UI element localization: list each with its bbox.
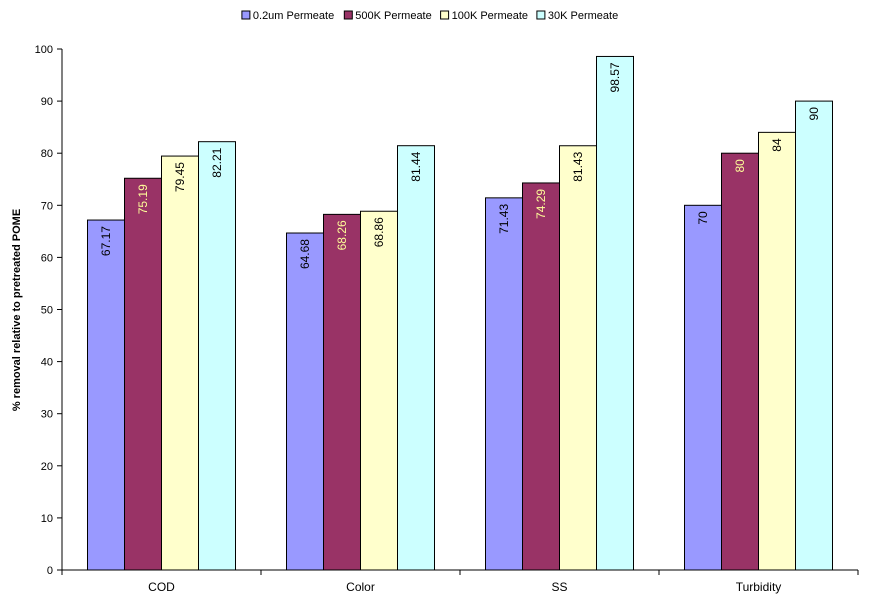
x-category-label: SS: [551, 580, 567, 594]
bar-value-label: 71.43: [497, 204, 511, 234]
bar-value-label: 81.44: [409, 151, 423, 181]
bar-value-label: 80: [733, 159, 747, 173]
legend-swatch: [343, 10, 353, 20]
bar: [198, 141, 236, 571]
legend-label: 100K Permeate: [452, 10, 528, 22]
bar: [485, 197, 523, 571]
y-tick-label: 10: [41, 513, 53, 525]
y-axis-title: % removal relative to pretreated POME: [11, 209, 23, 411]
bar: [758, 131, 796, 571]
bar-value-label: 74.29: [534, 189, 548, 219]
bar: [360, 210, 398, 571]
bar-value-label: 82.21: [210, 147, 224, 177]
y-tick-label: 80: [41, 148, 53, 160]
bar: [87, 219, 125, 571]
legend-swatch: [536, 10, 546, 20]
bar: [161, 155, 199, 571]
y-tick-label: 20: [41, 461, 53, 473]
x-axis: COD Color SS Turbidity: [61, 569, 859, 594]
y-axis: 0 10 20 30 40 50 60 70 80 90 100: [35, 44, 63, 577]
bar-value-label: 67.17: [99, 226, 113, 256]
x-category-label: Turbidity: [736, 580, 782, 594]
y-tick-label: 50: [41, 305, 53, 317]
y-tick-label: 90: [41, 96, 53, 108]
y-tick-label: 70: [41, 200, 53, 212]
bar-value-label: 84: [770, 138, 784, 152]
bar: [795, 100, 833, 571]
legend-swatch: [241, 10, 251, 20]
bar: [397, 145, 435, 571]
bar: [323, 213, 361, 571]
x-category-label: COD: [148, 580, 175, 594]
legend-label: 0.2um Permeate: [253, 10, 334, 22]
bar-value-label: 81.43: [571, 151, 585, 181]
bar: [124, 177, 162, 571]
y-tick-label: 60: [41, 252, 53, 264]
bar: [721, 152, 759, 571]
bar-value-label: 79.45: [173, 162, 187, 192]
legend-label: 30K Permeate: [548, 10, 618, 22]
bar-value-label: 90: [807, 107, 821, 121]
legend-swatch: [440, 10, 450, 20]
y-tick-label: 30: [41, 409, 53, 421]
bar: [559, 145, 597, 571]
bar-value-label: 64.68: [298, 239, 312, 269]
bar: [286, 232, 324, 571]
y-tick-label: 40: [41, 357, 53, 369]
bar-value-label: 75.19: [136, 184, 150, 214]
bar: [596, 55, 634, 571]
bar-value-label: 70: [696, 211, 710, 225]
bar-labels: 67.17 75.19 79.45 82.21 64.68 68.26 68.86 81.44…: [99, 62, 821, 269]
legend-label: 500K Permeate: [355, 10, 431, 22]
bar-value-label: 68.86: [372, 217, 386, 247]
bar-value-label: 98.57: [608, 62, 622, 92]
bars: [87, 55, 833, 571]
y-tick-label: 100: [35, 44, 53, 56]
x-category-label: Color: [346, 580, 375, 594]
legend: 0.2um Permeate 500K Permeate 100K Permeate…: [241, 10, 618, 22]
bar: [522, 182, 560, 571]
y-tick-label: 0: [47, 565, 53, 577]
bar-value-label: 68.26: [335, 220, 349, 250]
bar: [684, 204, 722, 571]
